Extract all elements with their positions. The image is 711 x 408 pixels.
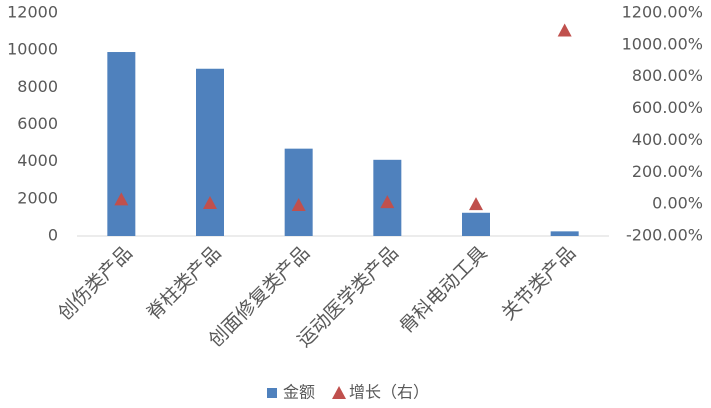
y2-tick-label: -200.00%: [626, 226, 703, 245]
legend-label: 增长（右）: [349, 383, 429, 402]
triangle-marker: [469, 197, 483, 211]
triangle-marker: [291, 197, 306, 211]
x-tick-label: 脊柱类产品: [143, 242, 226, 325]
legend-swatch: [332, 386, 347, 399]
y-tick-label: 12000: [7, 3, 58, 22]
y-tick-label: 2000: [17, 188, 58, 207]
y2-tick-label: 1000.00%: [622, 34, 703, 53]
y-tick-label: 8000: [17, 77, 58, 96]
y2-tick-label: 0.00%: [652, 194, 703, 213]
y-tick-label: 10000: [7, 40, 58, 59]
x-tick-label: 创伤类产品: [54, 242, 137, 325]
bar: [284, 148, 313, 236]
triangle-marker: [203, 196, 217, 210]
bar: [462, 212, 490, 236]
bar: [107, 52, 136, 237]
bar: [196, 68, 224, 236]
legend-label: 金额: [283, 383, 315, 402]
y-tick-label: 4000: [17, 151, 58, 170]
y2-tick-label: 600.00%: [632, 98, 703, 117]
x-tick-label: 骨科电动工具: [395, 242, 491, 338]
bar: [550, 231, 579, 236]
x-tick-label: 关节类产品: [497, 242, 580, 325]
y2-tick-label: 800.00%: [632, 66, 703, 85]
legend-swatch: [267, 388, 277, 398]
triangle-marker: [557, 23, 572, 37]
y2-tick-label: 400.00%: [632, 130, 703, 149]
triangle-marker: [114, 192, 129, 206]
y-tick-label: 0: [48, 226, 58, 245]
triangle-marker: [380, 195, 395, 209]
y2-tick-label: 1200.00%: [622, 3, 703, 22]
y-tick-label: 6000: [17, 114, 58, 133]
y2-tick-label: 200.00%: [632, 162, 703, 181]
